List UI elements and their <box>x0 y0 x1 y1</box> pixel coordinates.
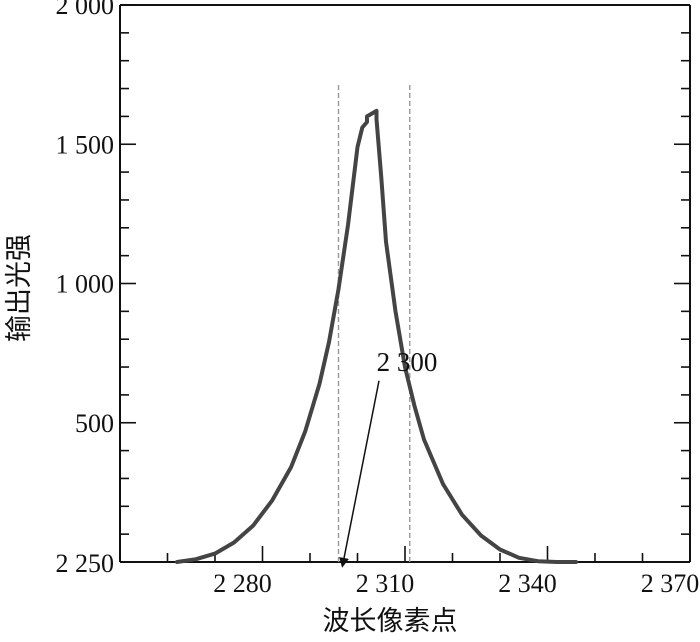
origin-label: 2 250 <box>56 549 115 578</box>
y-axis-title: 输出光强 <box>4 234 34 342</box>
series-line <box>175 108 578 564</box>
annotations: 2 300 <box>339 347 438 568</box>
x-tick-label: 2 370 <box>641 569 700 598</box>
chart-axes <box>119 4 691 563</box>
x-axis-title: 波长像素点 <box>323 606 458 636</box>
series-group <box>175 108 578 564</box>
x-tick-label: 2 310 <box>356 569 415 598</box>
y-tick-label: 1 000 <box>56 270 115 299</box>
annotation-arrow <box>339 380 380 568</box>
y-tick-label: 1 500 <box>56 130 115 159</box>
annotation-label: 2 300 <box>377 347 438 377</box>
tick-labels: 500 1 000 1 500 2 000 2 280 2 310 2 340 2 370 2 … <box>56 0 700 598</box>
y-tick-label: 500 <box>75 409 114 438</box>
x-tick-label: 2 280 <box>213 569 272 598</box>
y-tick-label: 2 000 <box>56 0 115 20</box>
x-tick-label: 2 340 <box>498 569 557 598</box>
